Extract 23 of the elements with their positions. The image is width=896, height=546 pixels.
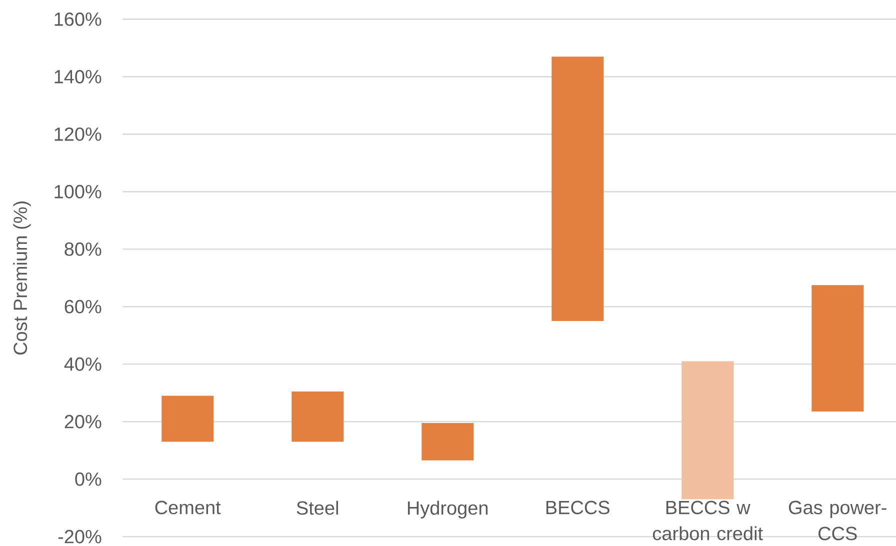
y-tick-label: 140% <box>54 70 102 84</box>
y-tick-label: 60% <box>64 300 102 314</box>
bar <box>422 423 474 460</box>
y-tick-label: 100% <box>54 184 102 198</box>
y-axis-title: Cost Premium (%) <box>13 202 31 355</box>
y-tick-label: 160% <box>54 12 102 26</box>
y-tick-label: 80% <box>64 242 102 256</box>
x-tick-label: Gas power-CCS <box>788 500 886 540</box>
x-tick-label: Cement <box>155 500 221 514</box>
x-tick-label: Hydrogen <box>408 500 488 519</box>
x-tick-label: BECCS <box>546 500 610 514</box>
x-tick-label: BECCS w carbon credit <box>652 500 763 540</box>
bar <box>812 285 864 412</box>
x-tick-label: Steel <box>296 500 338 515</box>
y-tick-label: 0% <box>75 472 102 486</box>
bar <box>292 391 344 442</box>
y-tick-label: 120% <box>54 127 102 141</box>
y-tick-label: 20% <box>64 414 102 428</box>
y-tick-label: 40% <box>64 357 102 371</box>
bar <box>552 56 604 322</box>
bar <box>162 396 214 442</box>
bar <box>682 361 734 500</box>
y-tick-label: -20% <box>58 530 102 544</box>
